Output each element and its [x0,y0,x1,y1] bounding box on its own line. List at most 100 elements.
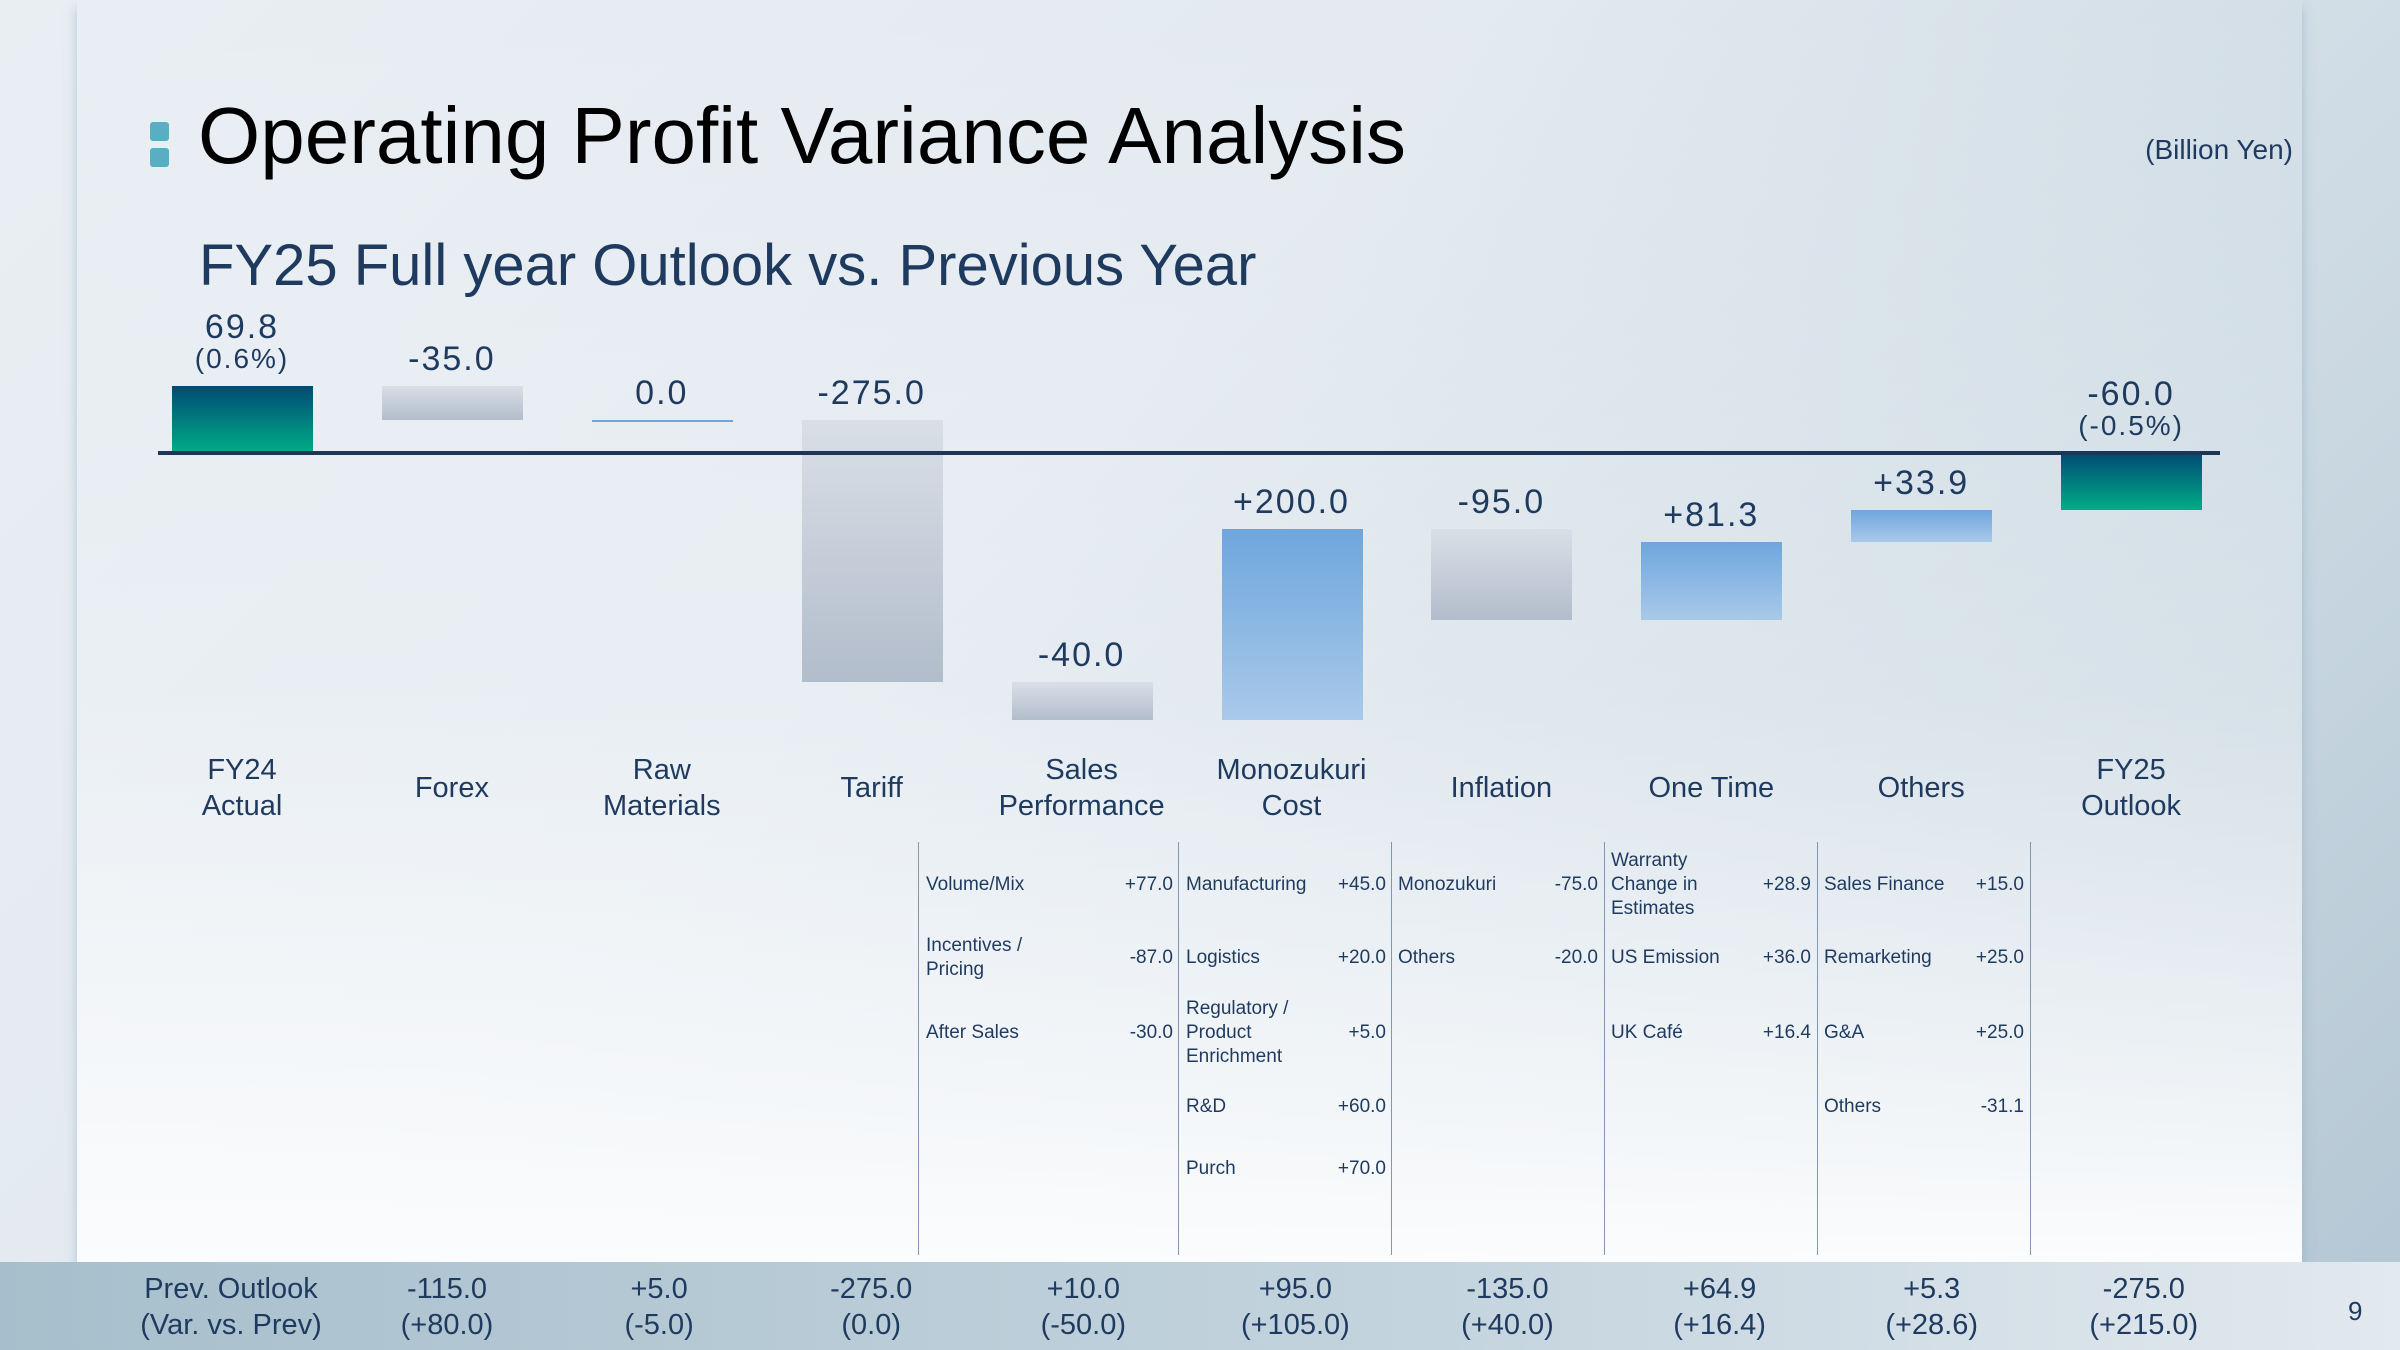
detail-item-name: After Sales [926,1022,1019,1043]
detail-item-name: US Emission [1611,947,1720,968]
detail-item-value: +60.0 [1337,1096,1386,1117]
value-label: 0.0 [635,373,689,412]
detail-item-value: -87.0 [1129,947,1173,968]
category-label: Others [1877,772,1965,804]
detail-item: Others -20.0 [1398,946,1598,970]
detail-item-name: Logistics [1186,947,1260,968]
bar-7 [1641,542,1783,620]
detail-item-value: +36.0 [1762,947,1811,968]
zero-axis-line [158,451,2220,455]
detail-item-name: Manufacturing [1186,874,1307,895]
bar-2 [591,419,733,422]
prev-outlook-value: +10.0 (-50.0) [1040,1273,1126,1341]
detail-item: Regulatory / Product Enrichment +5.0 [1186,997,1386,1069]
prev-outlook-value: -275.0 (0.0) [830,1273,913,1341]
table-column-divider [1178,842,1179,1255]
title-bullet-icon [150,148,169,167]
bar-0 [172,386,313,453]
value-label: -275.0 [817,373,926,412]
bottom-strip [0,1262,2400,1350]
detail-item-value: -20.0 [1554,947,1598,968]
detail-item-value: +77.0 [1124,874,1173,895]
table-column-divider [1817,842,1818,1255]
detail-item-name: Others [1824,1096,1882,1117]
detail-item-value: +25.0 [1975,1022,2024,1043]
category-label: FY24 Actual [201,754,283,822]
prev-outlook-value: +95.0 (+105.0) [1240,1273,1350,1341]
value-label: -35.0 [408,340,496,379]
detail-item: Purch +70.0 [1186,1157,1386,1181]
detail-item-name: R&D [1186,1096,1227,1117]
category-label: Tariff [840,772,903,804]
detail-item-value: +70.0 [1337,1158,1386,1179]
detail-item-name: Volume/Mix [926,874,1025,895]
detail-item-value: +20.0 [1337,947,1386,968]
detail-item: Incentives / Pricing -87.0 [926,934,1173,982]
prev-outlook-value: +5.3 (+28.6) [1885,1273,1979,1341]
table-column-divider [2030,842,2031,1255]
detail-item: Warranty Change in Estimates +28.9 [1611,849,1811,921]
detail-item-value: +28.9 [1762,874,1811,895]
detail-item-name: Others [1398,947,1456,968]
detail-item-name: Monozukuri [1398,874,1497,895]
category-label: Sales Performance [998,754,1165,822]
page-title: Operating Profit Variance Analysis [198,91,1407,180]
value-label: -60.0 [2087,375,2175,413]
prev-outlook-value: -115.0 (+80.0) [400,1273,494,1341]
detail-item: Logistics +20.0 [1186,946,1386,970]
value-label: (0.6%) [194,343,290,375]
detail-item-value: -75.0 [1554,874,1598,895]
detail-item-value: +15.0 [1975,874,2024,895]
value-label: 69.8 [204,308,280,347]
detail-item: UK Café +16.4 [1611,1021,1811,1045]
prev-outlook-value: +64.9 (+16.4) [1673,1273,1766,1341]
bar-4 [1011,681,1153,721]
value-label: -40.0 [1037,635,1126,674]
detail-item: Monozukuri -75.0 [1398,873,1598,897]
detail-item: Others -31.1 [1824,1095,2024,1119]
value-label: +81.3 [1663,496,1760,535]
title-bullet-icon [150,122,169,141]
prev-outlook-value: -275.0 (+215.0) [2089,1273,2199,1341]
category-label: Raw Materials [602,754,721,822]
value-label: +33.9 [1873,464,1970,503]
table-column-divider [1391,842,1392,1255]
detail-item: R&D +60.0 [1186,1095,1386,1119]
page-number: 9 [2348,1296,2363,1326]
detail-item-name: G&A [1824,1022,1865,1043]
detail-item-value: +25.0 [1975,947,2024,968]
category-label: One Time [1648,772,1775,804]
detail-item-name: Sales Finance [1824,874,1945,895]
detail-item-value: +16.4 [1762,1022,1811,1043]
detail-item: G&A +25.0 [1824,1021,2024,1045]
category-label: Forex [414,772,489,804]
detail-item-name: UK Café [1611,1022,1683,1043]
detail-item-value: +5.0 [1348,1022,1386,1043]
detail-item-name: Purch [1186,1158,1236,1179]
bar-5 [1221,529,1363,721]
bar-6 [1431,529,1573,620]
table-column-divider [918,842,919,1255]
detail-item-name: Remarketing [1824,947,1932,968]
detail-item-value: +45.0 [1337,874,1386,895]
prev-outlook-value: +5.0 (-5.0) [624,1273,694,1341]
detail-item: Manufacturing +45.0 [1186,873,1386,897]
content-panel [77,0,2302,1262]
bar-9 [2061,453,2203,511]
detail-item-value: -30.0 [1129,1022,1173,1043]
bar-8 [1851,510,1993,543]
detail-item: US Emission +36.0 [1611,946,1811,970]
prev-outlook-label: Prev. Outlook (Var. vs. Prev) [140,1273,322,1341]
value-label: +200.0 [1233,483,1350,522]
prev-outlook-value: -135.0 (+40.0) [1461,1273,1554,1341]
bar-1 [381,386,523,420]
unit-label: (Billion Yen) [2145,134,2293,165]
value-label: (-0.5%) [2078,410,2184,441]
detail-item-name: Incentives / Pricing [926,935,1023,980]
bar-3 [801,419,943,682]
category-label: FY25 Outlook [2081,754,2182,822]
detail-item: After Sales -30.0 [926,1021,1173,1045]
value-label: -95.0 [1457,483,1546,522]
category-label: Monozukuri Cost [1216,754,1367,822]
detail-item-value: -31.1 [1980,1096,2024,1117]
